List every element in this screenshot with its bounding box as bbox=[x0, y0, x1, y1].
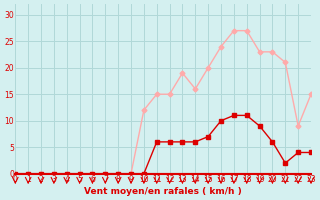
X-axis label: Vent moyen/en rafales ( km/h ): Vent moyen/en rafales ( km/h ) bbox=[84, 187, 242, 196]
